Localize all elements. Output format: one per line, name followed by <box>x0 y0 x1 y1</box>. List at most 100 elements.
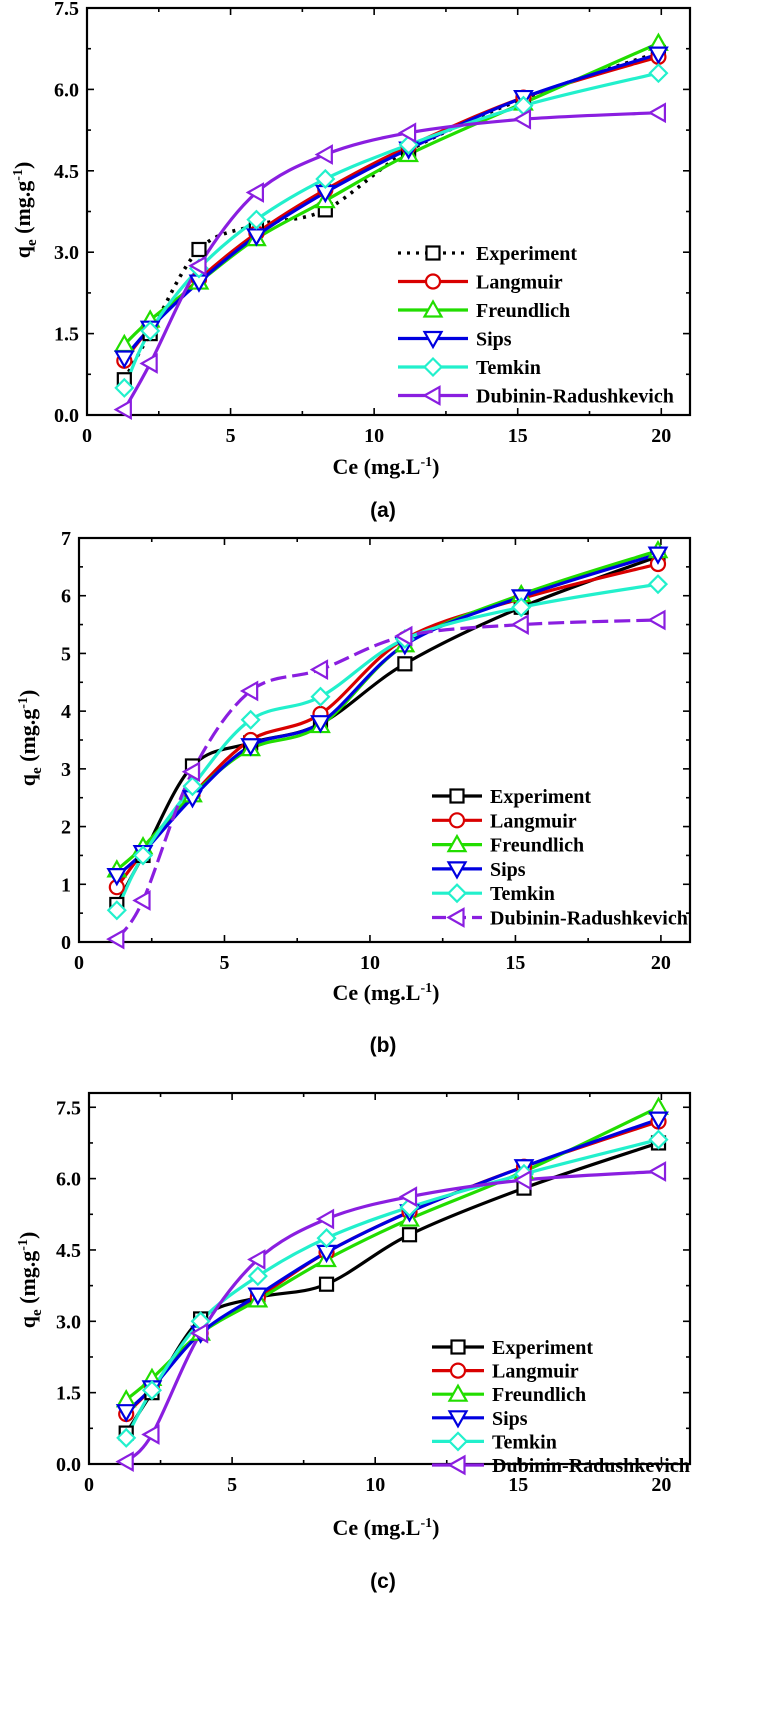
legend-label-langmuir: Langmuir <box>490 810 577 832</box>
panel-label: (a) <box>370 499 396 522</box>
data-point-sips <box>647 546 669 565</box>
y-tick-label: 3.0 <box>56 1311 81 1333</box>
data-point-temkin <box>106 900 127 921</box>
x-tick-label: 15 <box>505 952 525 974</box>
legend-marker-dubinin-radushkevich <box>447 1454 466 1476</box>
series-line-langmuir <box>123 55 659 362</box>
legend-label-temkin: Temkin <box>476 357 541 379</box>
data-point-sips <box>106 868 128 887</box>
legend-label-sips: Sips <box>476 329 512 351</box>
data-point-temkin <box>247 1266 268 1287</box>
data-point-dubinin-radushkevich <box>139 353 158 374</box>
y-tick-label: 6.0 <box>54 79 79 101</box>
data-point-dubinin-radushkevich <box>141 1424 160 1445</box>
data-point-temkin <box>648 1129 669 1150</box>
data-point-dubinin-radushkevich <box>394 625 413 647</box>
legend-label-experiment: Experiment <box>476 243 577 265</box>
data-point-dubinin-radushkevich <box>512 108 532 130</box>
x-tick-label: 15 <box>508 425 528 447</box>
series-line-dubinin-radushkevich <box>115 618 659 941</box>
legend-marker-freundlich <box>446 833 468 853</box>
x-tick-label: 15 <box>508 1474 528 1496</box>
legend-label-sips: Sips <box>490 859 526 881</box>
legend-marker-experiment <box>449 788 465 804</box>
y-tick-label: 7 <box>61 528 71 550</box>
legend-marker-langmuir <box>424 273 442 290</box>
data-point-temkin <box>648 63 669 84</box>
chart-panel-2: 0 5 10 15 20 0 1 2 3 4 5 6 7 Ce (mg.L-1) qe (mg.g-1) (b… <box>15 528 692 1057</box>
x-tick-label: 0 <box>84 1474 94 1496</box>
plot-frame <box>87 1091 692 1466</box>
data-point-dubinin-radushkevich <box>181 761 201 783</box>
series-line-experiment <box>122 50 659 381</box>
data-point-freundlich <box>648 1096 669 1115</box>
data-point-temkin <box>246 209 267 230</box>
data-point-dubinin-radushkevich <box>106 928 125 950</box>
y-tick-label: 0.0 <box>54 405 79 427</box>
y-tick-label: 2 <box>61 817 71 839</box>
legend-marker-langmuir <box>449 1362 467 1379</box>
legend-marker-experiment <box>425 245 441 261</box>
legend-marker-sips <box>422 330 444 350</box>
y-tick-label: 7.5 <box>54 0 79 20</box>
series-line-sips <box>123 52 659 360</box>
x-tick-label: 10 <box>364 425 384 447</box>
data-point-temkin <box>114 377 135 398</box>
legend-label-experiment: Experiment <box>490 786 591 808</box>
series-line-temkin <box>115 582 659 911</box>
data-point-dubinin-radushkevich <box>397 122 417 144</box>
data-point-temkin <box>511 597 532 618</box>
data-point-sips <box>310 715 331 734</box>
x-tick-label: 5 <box>227 1474 237 1496</box>
series-line-temkin <box>122 71 659 389</box>
data-point-experiment <box>397 656 413 672</box>
legend-marker-dubinin-radushkevich <box>446 907 465 928</box>
chart-panel-1: 0 5 10 15 20 0.0 1.5 3.0 4.5 6.0 7.5 Ce (mg.L-1) qe … <box>10 0 692 522</box>
y-tick-label: 4.5 <box>56 1240 81 1262</box>
x-tick-label: 5 <box>219 952 229 974</box>
legend-label-langmuir: Langmuir <box>492 1361 579 1383</box>
y-tick-label: 0.0 <box>56 1454 81 1476</box>
data-point-dubinin-radushkevich <box>115 1451 134 1473</box>
legend-label-dubinin-radushkevich: Dubinin-Radushkevich <box>490 908 688 930</box>
panel-label: (b) <box>370 1034 397 1057</box>
data-point-dubinin-radushkevich <box>314 144 333 165</box>
data-point-temkin <box>240 709 261 730</box>
data-point-sips <box>648 46 669 65</box>
y-tick-label: 4.5 <box>54 161 79 183</box>
legend-label-freundlich: Freundlich <box>492 1384 586 1406</box>
data-point-temkin <box>310 686 331 707</box>
series-line-sips <box>115 552 659 877</box>
data-point-sips <box>115 1404 137 1423</box>
legend-label-langmuir: Langmuir <box>476 272 563 294</box>
data-point-sips <box>247 1287 269 1306</box>
data-point-dubinin-radushkevich <box>239 680 259 702</box>
y-tick-label: 6 <box>61 586 71 608</box>
y-tick-label: 1 <box>61 874 71 896</box>
x-tick-label: 10 <box>360 952 380 974</box>
data-point-temkin <box>647 574 669 595</box>
legend: ExperimentLangmuirFreundlichSipsTemkinDu… <box>432 1337 690 1477</box>
x-tick-label: 5 <box>226 425 236 447</box>
y-axis-label: qe (mg.g-1) <box>15 690 45 787</box>
y-axis-label: qe (mg.g-1) <box>10 162 40 259</box>
y-tick-label: 7.5 <box>56 1097 81 1119</box>
data-point-dubinin-radushkevich <box>113 399 132 420</box>
data-point-sips <box>648 1111 669 1130</box>
y-tick-label: 0 <box>61 932 71 954</box>
x-tick-label: 20 <box>651 425 671 447</box>
legend-label-temkin: Temkin <box>492 1431 557 1453</box>
x-axis-label: Ce (mg.L-1) <box>333 1515 440 1540</box>
data-point-dubinin-radushkevich <box>647 609 666 631</box>
legend-marker-langmuir <box>448 812 466 829</box>
data-point-dubinin-radushkevich <box>510 614 529 635</box>
data-point-dubinin-radushkevich <box>188 255 207 277</box>
data-point-dubinin-radushkevich <box>247 1249 266 1270</box>
legend-marker-experiment <box>450 1339 466 1355</box>
data-point-temkin <box>141 1380 163 1401</box>
data-point-dubinin-radushkevich <box>309 659 329 680</box>
data-point-dubinin-radushkevich <box>245 182 265 203</box>
legend: ExperimentLangmuirFreundlichSipsTemkinDu… <box>398 243 674 408</box>
data-point-dubinin-radushkevich <box>647 1161 667 1182</box>
legend: ExperimentLangmuirFreundlichSipsTemkinDu… <box>432 786 688 930</box>
